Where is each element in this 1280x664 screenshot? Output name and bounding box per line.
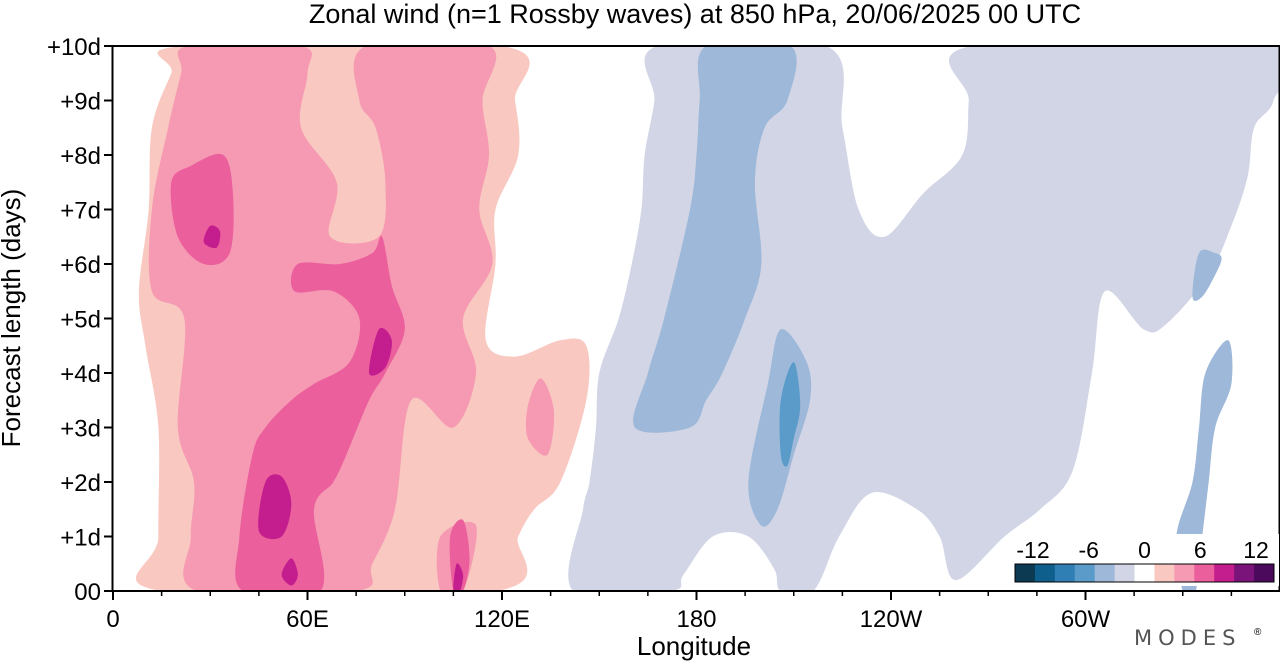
x-tick-label: 60W bbox=[1061, 606, 1111, 633]
chart-title: Zonal wind (n=1 Rossby waves) at 850 hPa… bbox=[309, 0, 1081, 29]
positive-wind-contour-level-5 bbox=[368, 327, 392, 376]
colorbar-swatch bbox=[1254, 564, 1275, 582]
colorbar-swatch bbox=[1174, 564, 1195, 582]
y-tick-label: +2d bbox=[60, 470, 101, 497]
x-tick-label: 120E bbox=[474, 606, 530, 633]
positive-wind-contour-level-5 bbox=[258, 474, 292, 540]
x-tick-label: 180 bbox=[676, 606, 716, 633]
colorbar-label: -12 bbox=[1016, 537, 1049, 563]
registered-mark: ® bbox=[1254, 627, 1262, 638]
positive-wind-contour-level-5 bbox=[281, 558, 298, 586]
colorbar-swatch bbox=[1114, 564, 1136, 582]
colorbar-swatch bbox=[1074, 564, 1096, 582]
x-tick-label: 60E bbox=[286, 606, 329, 633]
contour-fields bbox=[135, 46, 1280, 592]
y-tick-label: +9d bbox=[60, 89, 101, 116]
colorbar-swatch bbox=[1194, 564, 1215, 582]
y-tick-label: +8d bbox=[60, 143, 101, 170]
negative-wind-contour-level-2 bbox=[633, 46, 797, 433]
y-tick-label: +5d bbox=[60, 307, 101, 334]
colorbar-swatch bbox=[1214, 564, 1235, 582]
y-tick-label: +10d bbox=[47, 34, 101, 61]
colorbar-label: 6 bbox=[1194, 537, 1207, 563]
colorbar-swatch bbox=[1034, 564, 1056, 582]
colorbar-swatch bbox=[1154, 564, 1175, 582]
x-tick-label: 0 bbox=[106, 606, 119, 633]
colorbar-frame bbox=[1014, 563, 1275, 583]
colorbar-swatch bbox=[1015, 564, 1036, 582]
positive-wind-contour-level-5 bbox=[453, 563, 464, 592]
x-axis: 0 60E 120E 180 120W 60W bbox=[106, 591, 1233, 633]
colorbar-label: 0 bbox=[1138, 537, 1151, 563]
colorbar-swatch bbox=[1054, 564, 1076, 582]
y-axis-label: Forecast length (days) bbox=[0, 189, 26, 448]
negative-wind-contour-level-3 bbox=[779, 362, 801, 467]
x-tick-label: 120W bbox=[860, 606, 923, 633]
y-axis: 00 +1d +2d +3d +4d +5d +6d +7d +8d +9d +10d bbox=[47, 34, 113, 606]
y-tick-label: 00 bbox=[74, 579, 101, 606]
y-tick-label: +1d bbox=[60, 525, 101, 552]
colorbar-swatch bbox=[1094, 564, 1116, 582]
y-tick-label: +6d bbox=[60, 252, 101, 279]
colorbar-swatch bbox=[1134, 564, 1155, 582]
colorbar-swatch bbox=[1234, 564, 1255, 582]
y-tick-label: +4d bbox=[60, 361, 101, 388]
y-tick-label: +3d bbox=[60, 416, 101, 443]
modes-logo: MODES bbox=[1134, 626, 1241, 650]
negative-wind-contour-level-2 bbox=[1192, 249, 1222, 301]
negative-wind-contour-level-2 bbox=[1175, 340, 1233, 592]
colorbar-label: -6 bbox=[1079, 537, 1099, 563]
colorbar: -12 -6 0 6 12 bbox=[1012, 534, 1279, 586]
positive-wind-contour-level-3 bbox=[148, 46, 497, 592]
positive-wind-contour-level-3 bbox=[525, 378, 555, 456]
y-tick-label: +7d bbox=[60, 198, 101, 225]
colorbar-label: 12 bbox=[1243, 537, 1269, 563]
positive-wind-contour-level-5 bbox=[203, 225, 221, 249]
x-axis-label: Longitude bbox=[637, 631, 751, 661]
